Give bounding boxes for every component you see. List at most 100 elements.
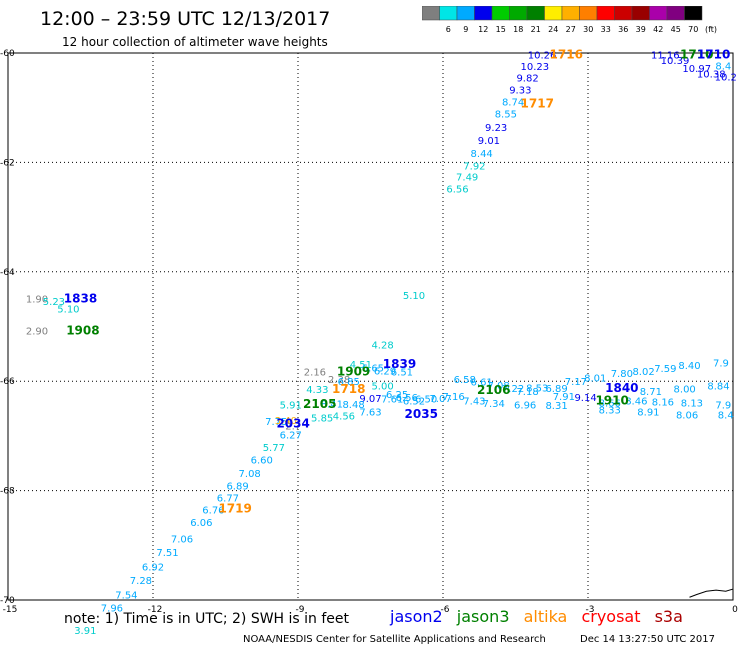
swh-value: 6.51 [391, 368, 413, 379]
y-tick-label: -70 [0, 596, 15, 606]
pass-time-label: 1840 [605, 381, 638, 395]
swh-value: 9.82 [516, 73, 538, 84]
pass-time-label: 1839 [383, 357, 416, 371]
swh-value: 8.66 [599, 398, 621, 409]
swh-value: 6.52 [403, 397, 425, 408]
colorbar-tick-label: 12 [478, 25, 488, 34]
legend-altika: altika [523, 607, 568, 626]
swh-value: 10.39 [661, 56, 690, 67]
colorbar-unit-label: (ft) [705, 25, 717, 34]
swh-value: 6.56 [396, 393, 418, 404]
swh-value: 8.44 [471, 149, 493, 160]
swh-value: 7.28 [130, 576, 152, 587]
x-tick-label: -15 [3, 605, 18, 615]
swh-value: 6.25 [386, 390, 408, 401]
colorbar-tick-label: 18 [513, 25, 523, 34]
swh-value: 8.06 [676, 410, 698, 421]
swh-value: 9.14 [574, 393, 596, 404]
swh-value: 6.85 [338, 377, 360, 388]
swh-value: 8.74 [502, 98, 524, 109]
swh-value: 8.91 [637, 408, 659, 419]
pass-time-label: 2035 [405, 407, 438, 421]
swh-value: 8.40 [678, 361, 700, 372]
swh-value: 8.4 [718, 410, 734, 421]
swh-value: 9.01 [478, 136, 500, 147]
swh-value: 2.90 [26, 327, 48, 338]
swh-value: 8.48 [342, 400, 364, 411]
chart-title: 12:00 – 23:59 UTC 12/13/2017 [40, 8, 331, 30]
swh-value: 6.77 [217, 494, 239, 505]
swh-value: 7.34 [483, 399, 505, 410]
color-scale-legend: 6 9 12 15 18 21 24 27 30 33 36 39 42 45 70 (ft) [422, 6, 717, 34]
swh-value: 9.23 [485, 123, 507, 134]
swh-value: 8.84 [707, 381, 729, 392]
swh-value: 6.65 [362, 363, 384, 374]
colorbar-tick-label: 9 [463, 25, 468, 34]
swh-value: 7.92 [463, 162, 485, 173]
pass-time-label: 1717 [521, 97, 554, 111]
plot-frame [7, 52, 734, 601]
pass-time-label: 2034 [276, 417, 309, 431]
pass-time-label: 1908 [66, 324, 99, 338]
swh-value: 8.33 [599, 405, 621, 416]
swh-value: 8.71 [640, 387, 662, 398]
colorbar-tick-label: 36 [618, 25, 628, 34]
pass-time-label: 1838 [64, 291, 97, 305]
swh-value: 7.75 [265, 417, 287, 428]
pass-time-label: 2105 [303, 397, 336, 411]
swh-value: 5.77 [263, 443, 285, 454]
swh-value: 8.31 [545, 401, 567, 412]
x-tick-label: -12 [148, 605, 163, 615]
y-tick-label: -64 [0, 268, 15, 278]
swh-value: 10.97 [682, 64, 711, 75]
swh-value: 10.23 [521, 62, 550, 73]
swh-value: 7.22 [502, 384, 524, 395]
pass-time-label: 1909 [337, 365, 370, 379]
swh-value: 2.7 [285, 421, 301, 432]
swh-value: 7.91 [553, 392, 575, 403]
swh-value: 7.06 [171, 535, 193, 546]
pass-time-label: 1910 [595, 394, 628, 408]
swh-value: 7.51 [156, 548, 178, 559]
pass-time-label: 1718 [332, 382, 365, 396]
swh-value: 8.02 [632, 367, 654, 378]
swh-value: 10.26 [528, 50, 557, 61]
swh-value: 8.16 [652, 397, 674, 408]
swh-value: 8.4 [715, 61, 731, 72]
colorbar-tick-label: 42 [653, 25, 663, 34]
y-tick-label: -68 [0, 487, 15, 497]
legend-jason3: jason3 [456, 607, 510, 626]
swh-value: 4.56 [333, 411, 355, 422]
legend-s3a: s3a [654, 607, 683, 626]
colorbar-tick-label: 27 [566, 25, 576, 34]
y-tick-label: -60 [0, 49, 15, 59]
swh-value: 6.89 [545, 384, 567, 395]
swh-value: 2.16 [304, 368, 326, 379]
swh-value: 7.61 [381, 395, 403, 406]
swh-value: 6.76 [202, 506, 224, 517]
colorbar-tick-label: 6 [446, 25, 451, 34]
swh-value: 9.33 [509, 85, 531, 96]
credit-text: NOAA/NESDIS Center for Satellite Applica… [243, 634, 546, 645]
colorbar-tick-label: 33 [601, 25, 611, 34]
pass-time-label: 1710 [680, 47, 713, 61]
swh-value: 5.10 [57, 304, 79, 315]
swh-value: 9.07 [359, 394, 381, 405]
colorbar-tick-label: 21 [531, 25, 541, 34]
swh-value: 6.06 [190, 518, 212, 529]
swh-value: 7.08 [239, 469, 261, 480]
y-tick-label: -66 [0, 377, 15, 387]
pass-time-label: 1716 [550, 47, 583, 61]
colorbar-tick-label: 24 [548, 25, 558, 34]
colorbar-tick-label: 15 [496, 25, 506, 34]
swh-value: 5.23 [43, 297, 65, 308]
swh-value: 11.16 [651, 50, 680, 61]
colorbar-tick-label: 45 [671, 25, 681, 34]
y-tick-label: -62 [0, 158, 15, 168]
swh-value: 7.63 [359, 408, 381, 419]
swh-value: 10.2 [715, 72, 737, 83]
pass-time-label: 2106 [477, 383, 510, 397]
swh-value: 7.49 [456, 172, 478, 183]
swh-value: 7.18 [516, 387, 538, 398]
